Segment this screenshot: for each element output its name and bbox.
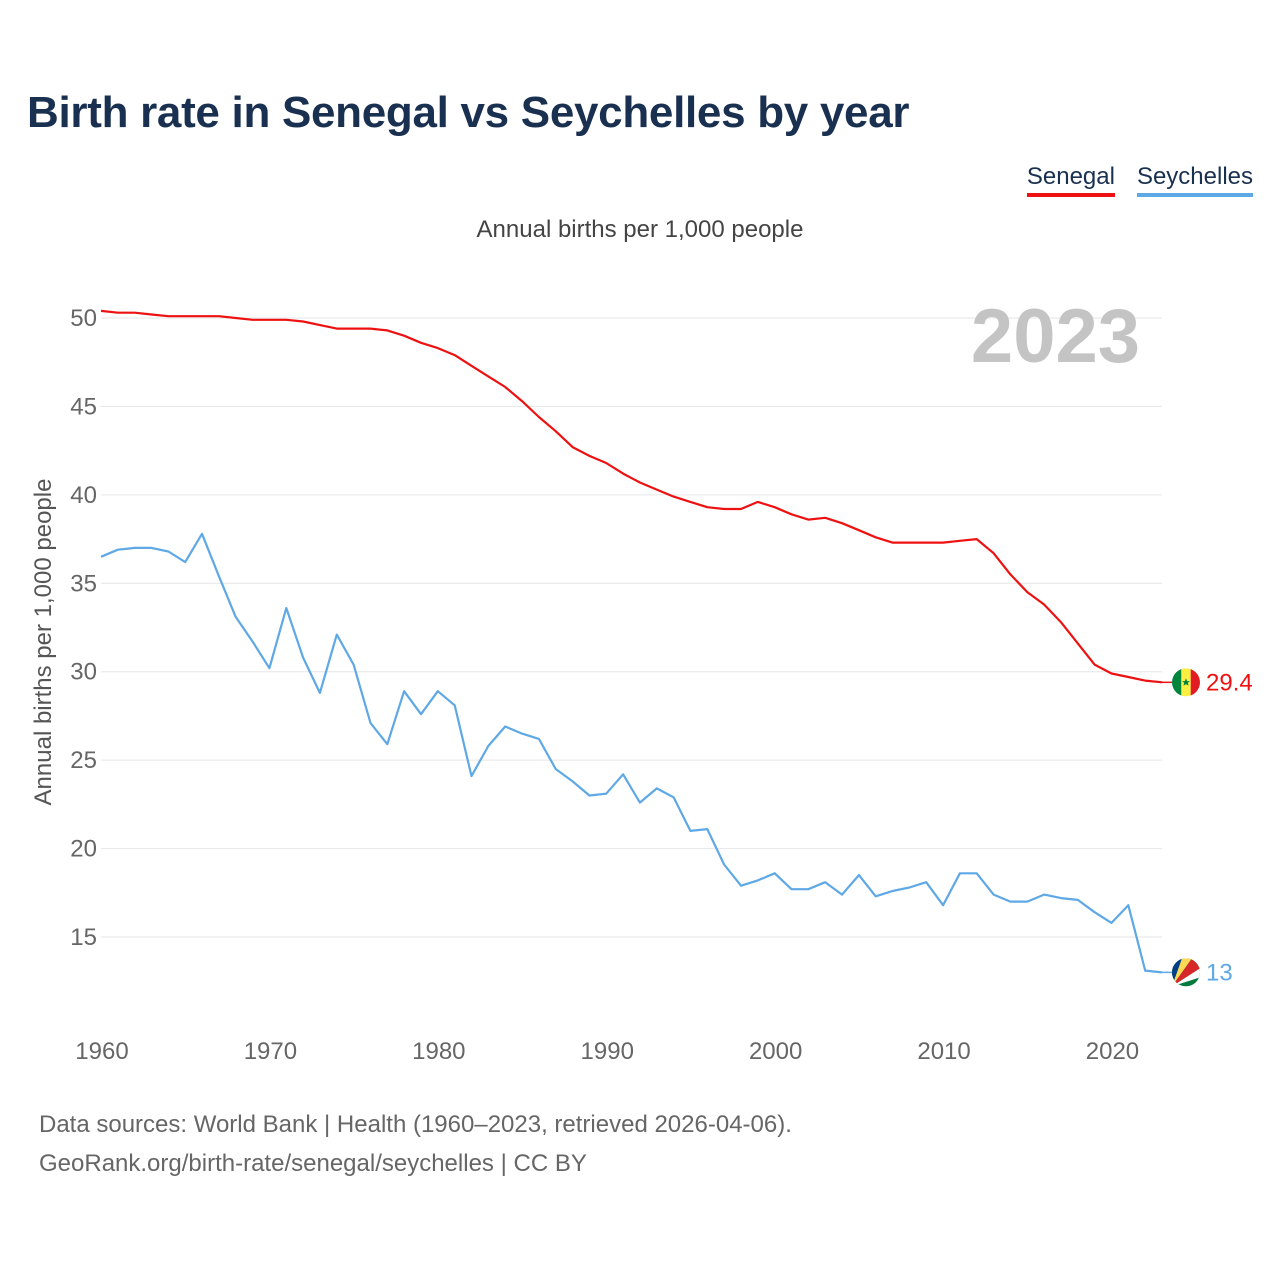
y-axis-label: Annual births per 1,000 people xyxy=(30,479,57,806)
footer: Data sources: World Bank | Health (1960–… xyxy=(39,1105,792,1183)
footer-source: Data sources: World Bank | Health (1960–… xyxy=(39,1111,792,1138)
legend: Senegal Seychelles xyxy=(1026,163,1253,197)
axes: 15 20 25 30 35 40 45 50 1960 1970 1980 1990 2000 2010… xyxy=(70,305,1139,1065)
x-tick-label: 1970 xyxy=(244,1038,297,1065)
x-tick-label: 1960 xyxy=(75,1038,128,1065)
x-tick-label: 1980 xyxy=(412,1038,465,1065)
legend-item-senegal[interactable]: Senegal xyxy=(1026,163,1115,197)
series-lines xyxy=(100,309,1172,974)
x-tick-label: 2000 xyxy=(749,1038,802,1065)
footer-link[interactable]: GeoRank.org/birth-rate/senegal/seychelle… xyxy=(39,1150,587,1177)
x-tick-label: 2010 xyxy=(917,1038,970,1065)
senegal-flag-icon xyxy=(1172,668,1200,697)
x-tick-label: 2020 xyxy=(1086,1038,1139,1065)
end-label-senegal: 29.4 xyxy=(1206,669,1253,696)
seychelles-flag-icon xyxy=(1172,958,1200,987)
chart-subtitle: Annual births per 1,000 people xyxy=(476,216,804,243)
y-tick-label: 50 xyxy=(70,305,97,332)
y-tick-label: 25 xyxy=(70,747,97,774)
y-tick-label: 20 xyxy=(70,836,97,863)
page-title: Birth rate in Senegal vs Seychelles by y… xyxy=(27,88,910,137)
y-tick-label: 45 xyxy=(70,393,97,420)
series-line-senegal[interactable] xyxy=(100,309,1163,684)
x-tick-label: 1990 xyxy=(581,1038,634,1065)
y-tick-label: 40 xyxy=(70,482,97,509)
y-tick-label: 35 xyxy=(70,570,97,597)
year-watermark: 2023 xyxy=(971,294,1140,379)
end-label-seychelles: 13 xyxy=(1206,959,1233,986)
series-line-seychelles[interactable] xyxy=(100,532,1163,974)
legend-item-seychelles[interactable]: Seychelles xyxy=(1136,163,1253,197)
y-tick-label: 30 xyxy=(70,659,97,686)
gridlines xyxy=(101,317,1162,938)
y-tick-label: 15 xyxy=(70,924,97,951)
